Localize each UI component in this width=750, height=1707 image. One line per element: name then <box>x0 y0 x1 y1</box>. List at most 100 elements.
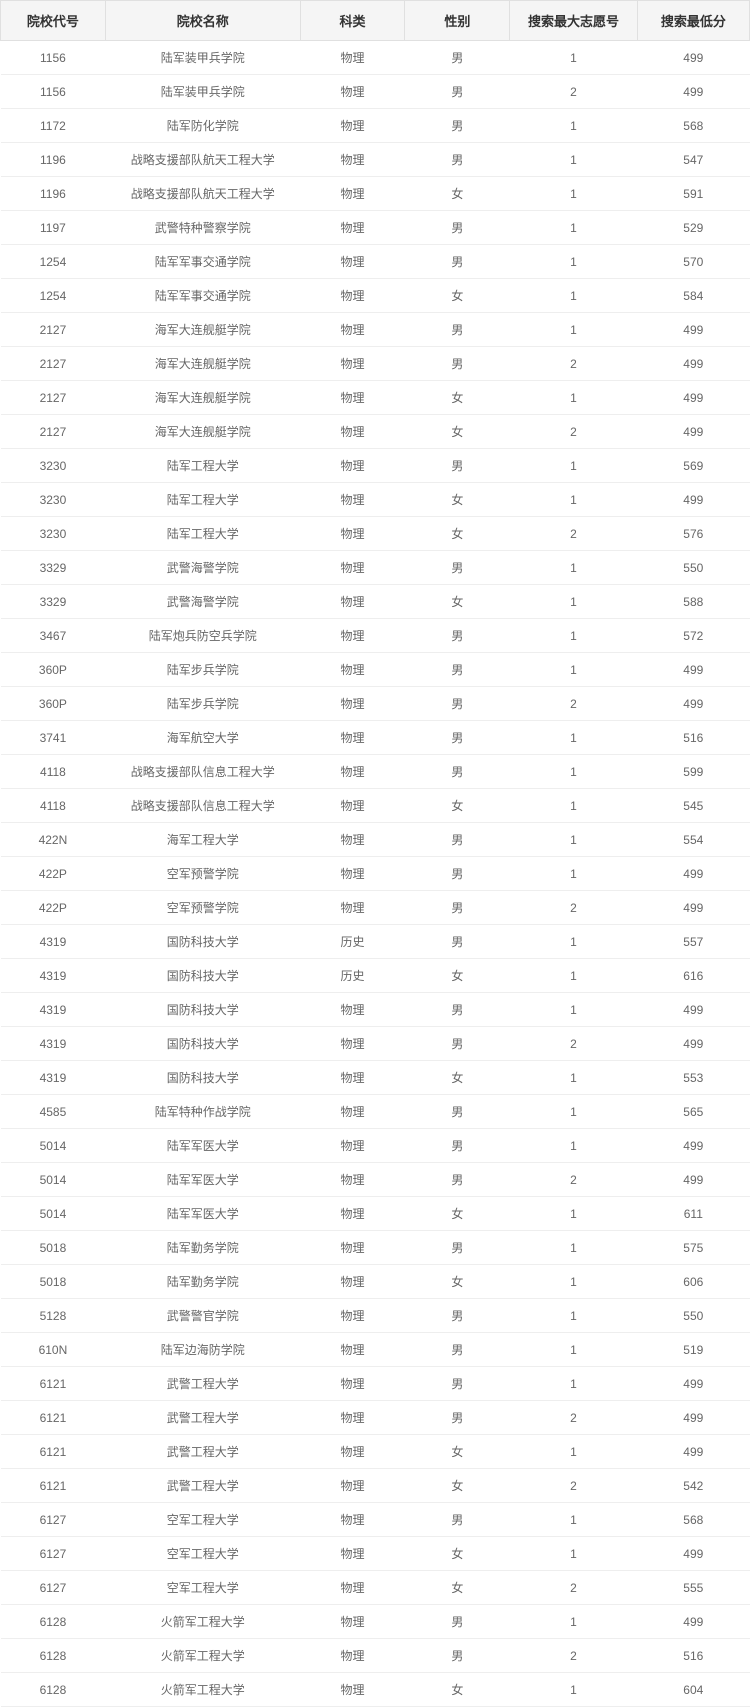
table-cell: 3230 <box>1 483 106 517</box>
table-cell: 海军工程大学 <box>105 823 300 857</box>
table-cell: 6121 <box>1 1367 106 1401</box>
table-row: 6127空军工程大学物理男1568 <box>1 1503 750 1537</box>
table-cell: 2 <box>510 347 637 381</box>
table-cell: 武警海警学院 <box>105 551 300 585</box>
table-row: 1254陆军军事交通学院物理男1570 <box>1 245 750 279</box>
table-cell: 女 <box>405 415 510 449</box>
table-cell: 陆军边海防学院 <box>105 1333 300 1367</box>
table-cell: 战略支援部队航天工程大学 <box>105 177 300 211</box>
table-cell: 3467 <box>1 619 106 653</box>
table-cell: 男 <box>405 551 510 585</box>
table-row: 2127海军大连舰艇学院物理男2499 <box>1 347 750 381</box>
table-cell: 2 <box>510 1401 637 1435</box>
table-cell: 3329 <box>1 585 106 619</box>
table-cell: 1 <box>510 1503 637 1537</box>
table-cell: 国防科技大学 <box>105 925 300 959</box>
table-cell: 物理 <box>300 755 405 789</box>
table-cell: 1156 <box>1 75 106 109</box>
table-cell: 422N <box>1 823 106 857</box>
table-row: 1156陆军装甲兵学院物理男1499 <box>1 41 750 75</box>
table-cell: 3230 <box>1 449 106 483</box>
table-cell: 1 <box>510 789 637 823</box>
table-cell: 物理 <box>300 177 405 211</box>
table-cell: 海军大连舰艇学院 <box>105 415 300 449</box>
table-cell: 5014 <box>1 1129 106 1163</box>
table-cell: 男 <box>405 75 510 109</box>
table-cell: 物理 <box>300 245 405 279</box>
table-cell: 国防科技大学 <box>105 1061 300 1095</box>
table-row: 4118战略支援部队信息工程大学物理女1545 <box>1 789 750 823</box>
table-row: 1196战略支援部队航天工程大学物理女1591 <box>1 177 750 211</box>
table-cell: 陆军防化学院 <box>105 109 300 143</box>
table-cell: 男 <box>405 891 510 925</box>
table-cell: 陆军炮兵防空兵学院 <box>105 619 300 653</box>
table-cell: 499 <box>637 347 749 381</box>
table-cell: 1 <box>510 313 637 347</box>
table-cell: 553 <box>637 1061 749 1095</box>
table-cell: 物理 <box>300 1095 405 1129</box>
table-row: 6121武警工程大学物理女1499 <box>1 1435 750 1469</box>
table-row: 3230陆军工程大学物理男1569 <box>1 449 750 483</box>
table-cell: 575 <box>637 1231 749 1265</box>
table-header: 院校代号院校名称科类性别搜索最大志愿号搜索最低分 <box>1 1 750 41</box>
table-cell: 1 <box>510 1265 637 1299</box>
table-cell: 1 <box>510 925 637 959</box>
table-cell: 女 <box>405 483 510 517</box>
table-cell: 360P <box>1 687 106 721</box>
table-cell: 空军工程大学 <box>105 1571 300 1605</box>
table-cell: 6127 <box>1 1571 106 1605</box>
table-cell: 499 <box>637 1605 749 1639</box>
table-cell: 499 <box>637 1027 749 1061</box>
table-cell: 男 <box>405 1639 510 1673</box>
table-cell: 1197 <box>1 211 106 245</box>
table-cell: 1 <box>510 449 637 483</box>
table-cell: 2127 <box>1 381 106 415</box>
table-cell: 物理 <box>300 1129 405 1163</box>
table-cell: 611 <box>637 1197 749 1231</box>
table-cell: 1 <box>510 483 637 517</box>
table-cell: 男 <box>405 41 510 75</box>
table-cell: 物理 <box>300 1537 405 1571</box>
table-cell: 陆军军事交通学院 <box>105 279 300 313</box>
table-cell: 物理 <box>300 517 405 551</box>
table-cell: 1 <box>510 1231 637 1265</box>
table-cell: 物理 <box>300 1435 405 1469</box>
table-cell: 529 <box>637 211 749 245</box>
table-cell: 女 <box>405 1197 510 1231</box>
table-row: 4319国防科技大学物理男1499 <box>1 993 750 1027</box>
table-cell: 499 <box>637 1129 749 1163</box>
table-cell: 女 <box>405 381 510 415</box>
table-cell: 女 <box>405 1265 510 1299</box>
table-cell: 陆军工程大学 <box>105 449 300 483</box>
table-cell: 576 <box>637 517 749 551</box>
table-cell: 女 <box>405 1469 510 1503</box>
table-row: 5014陆军军医大学物理女1611 <box>1 1197 750 1231</box>
table-cell: 物理 <box>300 143 405 177</box>
table-cell: 陆军步兵学院 <box>105 653 300 687</box>
table-cell: 女 <box>405 177 510 211</box>
table-cell: 5018 <box>1 1265 106 1299</box>
table-cell: 545 <box>637 789 749 823</box>
table-cell: 陆军装甲兵学院 <box>105 75 300 109</box>
table-row: 2127海军大连舰艇学院物理男1499 <box>1 313 750 347</box>
table-cell: 男 <box>405 687 510 721</box>
table-cell: 物理 <box>300 1061 405 1095</box>
table-cell: 海军大连舰艇学院 <box>105 381 300 415</box>
table-cell: 4319 <box>1 1027 106 1061</box>
table-cell: 女 <box>405 959 510 993</box>
table-cell: 499 <box>637 891 749 925</box>
table-cell: 568 <box>637 109 749 143</box>
table-cell: 604 <box>637 1673 749 1707</box>
table-cell: 物理 <box>300 789 405 823</box>
table-cell: 男 <box>405 619 510 653</box>
table-cell: 物理 <box>300 483 405 517</box>
table-row: 6127空军工程大学物理女1499 <box>1 1537 750 1571</box>
table-cell: 1 <box>510 1435 637 1469</box>
table-cell: 550 <box>637 1299 749 1333</box>
table-cell: 6121 <box>1 1435 106 1469</box>
table-cell: 547 <box>637 143 749 177</box>
table-cell: 物理 <box>300 1027 405 1061</box>
table-cell: 499 <box>637 313 749 347</box>
table-cell: 物理 <box>300 1503 405 1537</box>
table-row: 6128火箭军工程大学物理女1604 <box>1 1673 750 1707</box>
